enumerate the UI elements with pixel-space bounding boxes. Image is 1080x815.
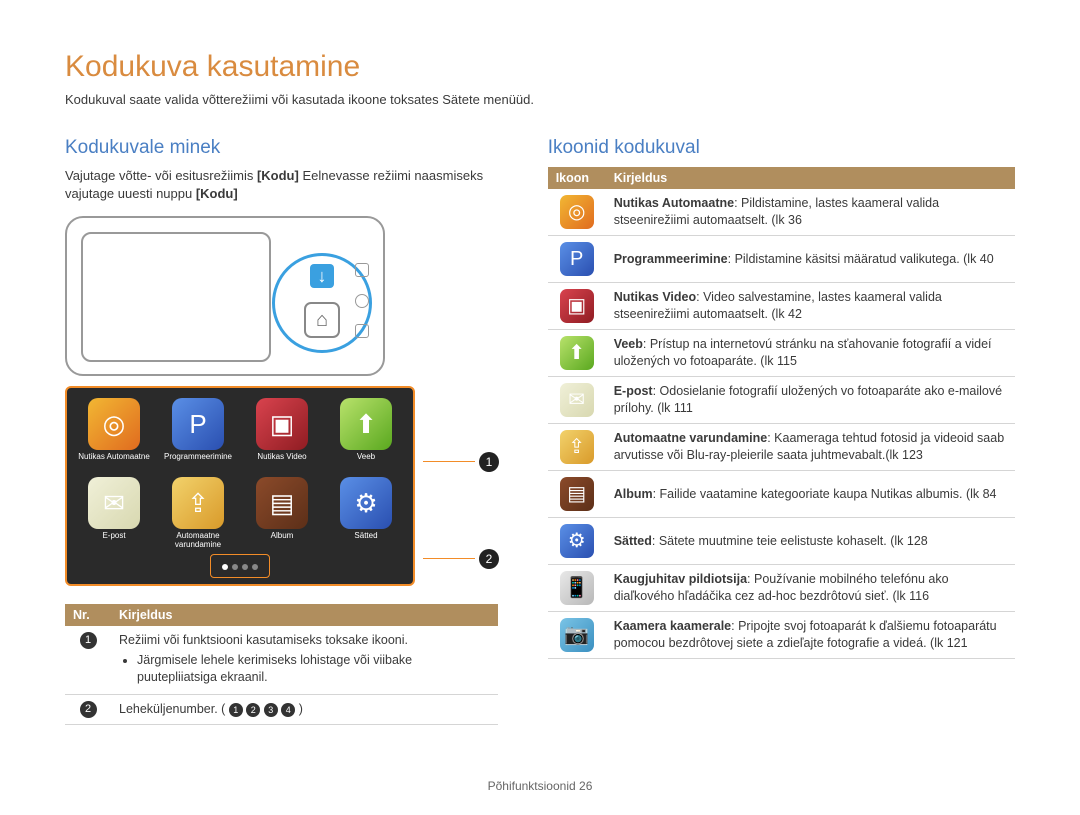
home-label: Programmeerimine bbox=[161, 453, 235, 471]
table-row: ⬆ Veeb: Prístup na internetovú stránku n… bbox=[548, 330, 1015, 377]
home-icon: ⬆ bbox=[340, 398, 392, 450]
row-icon: ⇪ bbox=[560, 430, 594, 464]
row-desc: Album: Failide vaatamine kategooriate ka… bbox=[606, 471, 1015, 518]
row-icon: ▤ bbox=[560, 477, 594, 511]
kodu-bold-2: [Kodu] bbox=[196, 186, 238, 201]
txt: Vajutage võtte- või esitusrežiimis bbox=[65, 168, 257, 183]
callout-num-1: 1 bbox=[479, 452, 499, 472]
row-desc: E-post: Odosielanie fotografií uložených… bbox=[606, 377, 1015, 424]
home-cell: ⇪ Automaatne varundamine bbox=[161, 477, 235, 550]
row-icon: P bbox=[560, 242, 594, 276]
row-icon: ▣ bbox=[560, 289, 594, 323]
row-desc: Programmeerimine: Pildistamine käsitsi m… bbox=[606, 236, 1015, 283]
row-desc: Kaamera kaamerale: Pripojte svoj fotoapa… bbox=[606, 612, 1015, 659]
bullet: Järgmisele lehele kerimiseks lohistage v… bbox=[137, 652, 490, 686]
callout-line-1: 1 bbox=[423, 461, 475, 462]
row-desc: Nutikas Video: Video salvestamine, laste… bbox=[606, 283, 1015, 330]
home-icon: ⚙ bbox=[340, 477, 392, 529]
num-2: 2 bbox=[80, 701, 97, 718]
row-desc: Veeb: Prístup na internetovú stránku na … bbox=[606, 330, 1015, 377]
nr-row1: Režiimi või funktsiooni kasutamiseks tok… bbox=[111, 626, 498, 694]
camera-side-buttons bbox=[355, 263, 369, 338]
kodu-bold-1: [Kodu] bbox=[257, 168, 299, 183]
section-title-left: Kodukuvale minek bbox=[65, 137, 498, 159]
table-row: 📷 Kaamera kaamerale: Pripojte svoj fotoa… bbox=[548, 612, 1015, 659]
callout-num-2: 2 bbox=[479, 549, 499, 569]
home-cell: ⬆ Veeb bbox=[329, 398, 403, 471]
home-icon: ⌂ bbox=[304, 302, 340, 338]
page-number: 26 bbox=[579, 779, 592, 793]
th-kirjeldus-r: Kirjeldus bbox=[606, 167, 1015, 189]
table-row: ⇪ Automaatne varundamine: Kaameraga teht… bbox=[548, 424, 1015, 471]
nr-row2: Leheküljenumber. ( 1 2 3 4 ) bbox=[111, 694, 498, 724]
row-desc: Automaatne varundamine: Kaameraga tehtud… bbox=[606, 424, 1015, 471]
page-footer: Põhifunktsioonid 26 bbox=[0, 779, 1080, 793]
footer-label: Põhifunktsioonid bbox=[488, 779, 579, 793]
home-icon: ◎ bbox=[88, 398, 140, 450]
page-title: Kodukuva kasutamine bbox=[65, 50, 1015, 84]
home-cell: ▤ Album bbox=[245, 477, 319, 550]
home-cell: ✉ E-post bbox=[77, 477, 151, 550]
table-row: ✉ E-post: Odosielanie fotografií uložený… bbox=[548, 377, 1015, 424]
row-desc: Kaugjuhitav pildiotsija: Používanie mobi… bbox=[606, 565, 1015, 612]
home-label: E-post bbox=[77, 532, 151, 550]
txt: ) bbox=[299, 702, 303, 716]
arrow-down-icon: ↓ bbox=[310, 264, 334, 288]
home-cell: P Programmeerimine bbox=[161, 398, 235, 471]
row-icon: ◎ bbox=[560, 195, 594, 229]
home-label: Nutikas Automaatne bbox=[77, 453, 151, 471]
camera-screen bbox=[81, 232, 271, 362]
left-body-text: Vajutage võtte- või esitusrežiimis [Kodu… bbox=[65, 167, 498, 202]
nr-table: Nr. Kirjeldus 1 Režiimi või funktsiooni … bbox=[65, 604, 498, 725]
table-row: ▣ Nutikas Video: Video salvestamine, las… bbox=[548, 283, 1015, 330]
row-icon: ⚙ bbox=[560, 524, 594, 558]
th-ikoon: Ikoon bbox=[548, 167, 606, 189]
table-row: ▤ Album: Failide vaatamine kategooriate … bbox=[548, 471, 1015, 518]
home-icon: ✉ bbox=[88, 477, 140, 529]
home-cell: ▣ Nutikas Video bbox=[245, 398, 319, 471]
table-row: ◎ Nutikas Automaatne: Pildistamine, last… bbox=[548, 189, 1015, 236]
table-row: P Programmeerimine: Pildistamine käsitsi… bbox=[548, 236, 1015, 283]
home-cell: ⚙ Sätted bbox=[329, 477, 403, 550]
txt: Režiimi või funktsiooni kasutamiseks tok… bbox=[119, 633, 408, 647]
home-icon: P bbox=[172, 398, 224, 450]
page-indicator bbox=[210, 554, 270, 578]
row-icon: 📱 bbox=[560, 571, 594, 605]
th-kirjeldus: Kirjeldus bbox=[111, 604, 498, 626]
home-label: Sätted bbox=[329, 532, 403, 550]
home-label: Automaatne varundamine bbox=[161, 532, 235, 550]
home-label: Album bbox=[245, 532, 319, 550]
table-row: ⚙ Sätted: Sätete muutmine teie eelistust… bbox=[548, 518, 1015, 565]
table-row: 📱 Kaugjuhitav pildiotsija: Používanie mo… bbox=[548, 565, 1015, 612]
row-icon: 📷 bbox=[560, 618, 594, 652]
home-label: Veeb bbox=[329, 453, 403, 471]
section-title-right: Ikoonid kodukuval bbox=[548, 137, 1015, 159]
page-subtitle: Kodukuval saate valida võtterežiimi või … bbox=[65, 92, 1015, 107]
home-screen-mockup: ◎ Nutikas AutomaatneP Programmeerimine▣ … bbox=[65, 386, 415, 586]
camera-diagram: ↓ ⌂ bbox=[65, 216, 498, 376]
callout-line-2: 2 bbox=[423, 558, 475, 559]
row-desc: Nutikas Automaatne: Pildistamine, lastes… bbox=[606, 189, 1015, 236]
home-label: Nutikas Video bbox=[245, 453, 319, 471]
th-nr: Nr. bbox=[65, 604, 111, 626]
row-desc: Sätted: Sätete muutmine teie eelistuste … bbox=[606, 518, 1015, 565]
home-icon: ▣ bbox=[256, 398, 308, 450]
icon-table: Ikoon Kirjeldus ◎ Nutikas Automaatne: Pi… bbox=[548, 167, 1015, 659]
num-1: 1 bbox=[80, 632, 97, 649]
home-icon: ▤ bbox=[256, 477, 308, 529]
row-icon: ⬆ bbox=[560, 336, 594, 370]
row-icon: ✉ bbox=[560, 383, 594, 417]
home-icon: ⇪ bbox=[172, 477, 224, 529]
txt: Leheküljenumber. ( bbox=[119, 702, 225, 716]
home-cell: ◎ Nutikas Automaatne bbox=[77, 398, 151, 471]
